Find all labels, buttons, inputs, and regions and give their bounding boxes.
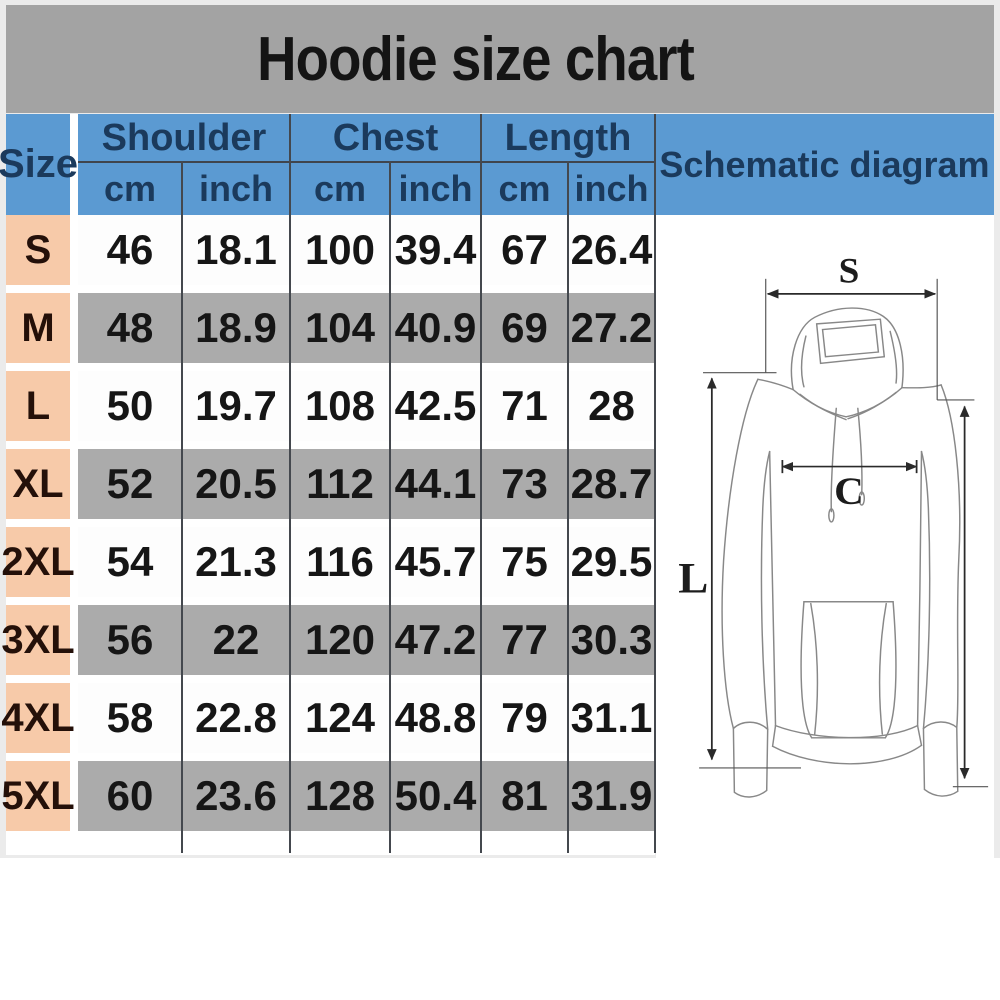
unit-header-chest-cm: cm bbox=[290, 162, 390, 215]
shoulder-inch-value: 22 bbox=[212, 616, 260, 663]
table-row: XL 52 20.5 112 44.1 73 28.7 bbox=[6, 449, 655, 527]
unit-header-length-inch: inch bbox=[568, 162, 655, 215]
header-divider-line bbox=[78, 161, 655, 163]
chest-inch-value: 47.2 bbox=[394, 616, 477, 663]
length-cm-value: 67 bbox=[501, 226, 548, 273]
length-cm-value: 69 bbox=[501, 304, 548, 351]
size-label: S bbox=[6, 215, 70, 285]
chest-dimension-label: C bbox=[834, 469, 864, 513]
chest-cm-value: 128 bbox=[304, 772, 376, 819]
length-inch-value: 31.9 bbox=[570, 772, 653, 819]
length-cm-value: 75 bbox=[501, 538, 548, 585]
grid-line bbox=[181, 161, 183, 853]
grid-line bbox=[389, 161, 391, 853]
table-row: 3XL 56 22 120 47.2 77 30.3 bbox=[1, 605, 655, 683]
table-header: Size Shoulder Chest Length cm inch cm in… bbox=[0, 114, 994, 215]
length-inch-value: 31.1 bbox=[570, 694, 653, 741]
group-header-shoulder: Shoulder bbox=[78, 114, 290, 162]
size-label: M bbox=[6, 293, 70, 363]
shoulder-cm-value: 48 bbox=[106, 304, 154, 351]
length-cm-value: 81 bbox=[501, 772, 548, 819]
chest-cm-value: 124 bbox=[304, 694, 376, 741]
shoulder-inch-value: 19.7 bbox=[195, 382, 277, 429]
length-cm-value: 79 bbox=[501, 694, 548, 741]
shoulder-dimension-label: S bbox=[839, 251, 860, 290]
grid-line bbox=[654, 114, 656, 853]
hoodie-outline bbox=[721, 307, 961, 798]
shoulder-cm-value: 50 bbox=[106, 382, 154, 429]
unit-header-shoulder-cm: cm bbox=[78, 162, 182, 215]
chest-inch-value: 44.1 bbox=[394, 460, 477, 507]
dimension-arrows bbox=[706, 289, 970, 780]
group-header-chest: Chest bbox=[290, 114, 481, 162]
chest-cm-value: 108 bbox=[304, 382, 376, 429]
length-cm-value: 71 bbox=[501, 382, 548, 429]
length-dimension-label: L bbox=[678, 554, 708, 602]
length-cm-value: 77 bbox=[501, 616, 548, 663]
dimension-extension-lines bbox=[699, 278, 989, 788]
size-label: XL bbox=[6, 449, 70, 519]
size-label: 5XL bbox=[1, 761, 75, 831]
shoulder-cm-value: 56 bbox=[106, 616, 154, 663]
table-row: 5XL 60 23.6 128 50.4 81 31.9 bbox=[1, 761, 655, 839]
shoulder-inch-value: 20.5 bbox=[195, 460, 277, 507]
length-inch-value: 29.5 bbox=[570, 538, 653, 585]
chest-cm-value: 116 bbox=[306, 538, 374, 585]
table-row: 4XL 58 22.8 124 48.8 79 31.1 bbox=[1, 683, 655, 761]
chest-inch-value: 48.8 bbox=[394, 694, 477, 741]
size-column-header: Size bbox=[0, 114, 78, 215]
grid-line bbox=[480, 114, 482, 853]
shoulder-cm-value: 54 bbox=[106, 538, 154, 585]
length-inch-value: 28 bbox=[588, 382, 635, 429]
size-label: 4XL bbox=[1, 683, 75, 753]
size-label: 3XL bbox=[1, 605, 75, 675]
grid-line bbox=[289, 114, 291, 853]
length-inch-value: 27.2 bbox=[570, 304, 653, 351]
shoulder-inch-value: 18.9 bbox=[195, 304, 277, 351]
length-inch-value: 26.4 bbox=[570, 226, 653, 273]
chest-cm-value: 100 bbox=[304, 226, 376, 273]
schematic-column-header: Schematic diagram bbox=[655, 114, 994, 215]
shoulder-inch-value: 21.3 bbox=[195, 538, 277, 585]
schematic-diagram: S C L bbox=[656, 215, 994, 858]
size-label: L bbox=[6, 371, 70, 441]
chest-inch-value: 40.9 bbox=[394, 304, 477, 351]
chest-inch-value: 42.5 bbox=[394, 382, 477, 429]
group-header-length: Length bbox=[481, 114, 655, 162]
size-table-body: S 46 18.1 100 39.4 67 26.4 M 48 18.9 104… bbox=[1, 215, 655, 855]
shoulder-cm-value: 58 bbox=[106, 694, 154, 741]
shoulder-inch-value: 23.6 bbox=[195, 772, 277, 819]
chest-inch-value: 39.4 bbox=[394, 226, 477, 273]
table-row: L 50 19.7 108 42.5 71 28 bbox=[6, 371, 655, 449]
chest-inch-value: 45.7 bbox=[394, 538, 477, 585]
chest-inch-value: 50.4 bbox=[394, 772, 477, 819]
table-row: 2XL 54 21.3 116 45.7 75 29.5 bbox=[1, 527, 655, 605]
shoulder-cm-value: 60 bbox=[106, 772, 154, 819]
shoulder-cm-value: 52 bbox=[106, 460, 154, 507]
size-label: 2XL bbox=[1, 527, 75, 597]
table-row: S 46 18.1 100 39.4 67 26.4 bbox=[6, 215, 655, 293]
length-inch-value: 28.7 bbox=[570, 460, 653, 507]
length-cm-value: 73 bbox=[501, 460, 548, 507]
unit-header-shoulder-inch: inch bbox=[182, 162, 290, 215]
chest-cm-value: 104 bbox=[304, 304, 376, 351]
grid-line bbox=[567, 161, 569, 853]
hoodie-drawing: S C L bbox=[678, 251, 989, 798]
shoulder-inch-value: 18.1 bbox=[195, 226, 277, 273]
table-row: M 48 18.9 104 40.9 69 27.2 bbox=[6, 293, 655, 371]
page-title: Hoodie size chart bbox=[256, 24, 695, 94]
chest-cm-value: 120 bbox=[304, 616, 376, 663]
length-inch-value: 30.3 bbox=[570, 616, 653, 663]
shoulder-cm-value: 46 bbox=[106, 226, 154, 273]
chest-cm-value: 112 bbox=[306, 460, 374, 507]
unit-header-length-cm: cm bbox=[481, 162, 568, 215]
unit-header-chest-inch: inch bbox=[390, 162, 481, 215]
title-bar: Hoodie size chart bbox=[6, 5, 994, 113]
shoulder-inch-value: 22.8 bbox=[195, 694, 277, 741]
